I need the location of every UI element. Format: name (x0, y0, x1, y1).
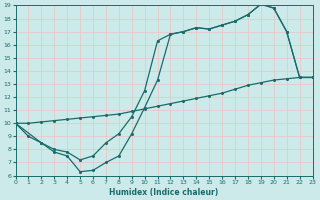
X-axis label: Humidex (Indice chaleur): Humidex (Indice chaleur) (109, 188, 219, 197)
